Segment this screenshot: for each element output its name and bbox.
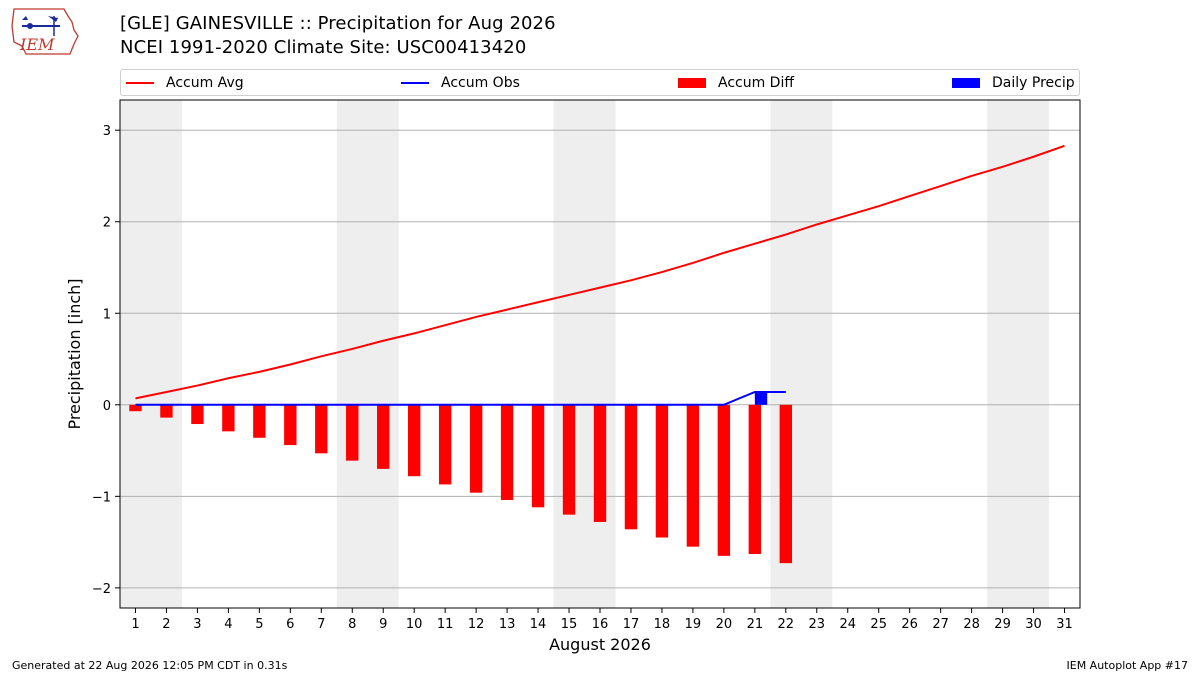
x-tick-label: 4: [224, 617, 232, 632]
x-tick-label: 19: [685, 617, 702, 632]
generated-note: Generated at 22 Aug 2026 12:05 PM CDT in…: [12, 659, 288, 672]
x-tick-label: 21: [747, 617, 764, 632]
legend-accum-avg: Accum Avg: [126, 74, 244, 91]
legend-label-daily-precip: Daily Precip: [992, 74, 1075, 91]
y-tick-label: −2: [92, 582, 111, 597]
accum-diff-bar: [655, 404, 669, 538]
y-tick-label: 3: [103, 124, 111, 139]
app-credit: IEM Autoplot App #17: [1066, 659, 1189, 672]
accum-diff-bar: [284, 404, 297, 446]
x-tick-label: 17: [623, 617, 640, 632]
legend-label-accum-obs: Accum Obs: [441, 74, 520, 91]
x-tick-label: 23: [809, 617, 826, 632]
daily-precip-bar: [754, 391, 768, 405]
accum-diff-bar: [686, 404, 700, 547]
x-tick-label: 13: [499, 617, 516, 632]
x-tick-label: 3: [193, 617, 201, 632]
accum-diff-bar: [129, 404, 142, 412]
x-tick-label: 20: [716, 617, 733, 632]
accum-diff-bar: [408, 404, 421, 477]
logo-text: IEM: [19, 35, 55, 54]
y-tick-label: 0: [103, 399, 111, 414]
legend-label-accum-diff: Accum Diff: [718, 74, 795, 91]
accum-diff-bar: [531, 404, 545, 508]
legend-swatch-accum-avg: [126, 81, 154, 84]
x-tick-label: 27: [932, 617, 949, 632]
weekend-shade: [987, 100, 1050, 608]
x-tick-label: 26: [901, 617, 918, 632]
accum-diff-bar: [562, 404, 576, 515]
x-tick-label: 11: [437, 617, 454, 632]
legend-swatch-daily-precip: [952, 77, 980, 88]
accum-avg-line: [135, 144, 1065, 400]
x-tick-label: 30: [1025, 617, 1042, 632]
accum-diff-bar: [469, 404, 483, 493]
accum-diff-bar: [377, 404, 390, 469]
legend-daily-precip: Daily Precip: [952, 74, 1075, 91]
accum-diff-bar: [346, 404, 359, 461]
x-tick-label: 28: [963, 617, 980, 632]
chart-title: [GLE] GAINESVILLE :: Precipitation for A…: [120, 13, 556, 34]
chart-subtitle: NCEI 1991-2020 Climate Site: USC00413420: [120, 37, 527, 58]
legend-label-accum-avg: Accum Avg: [166, 74, 244, 91]
accum-diff-bar: [438, 404, 452, 485]
x-tick-label: 9: [379, 617, 387, 632]
accum-diff-bar: [500, 404, 514, 500]
chart-legend: Accum Avg Accum Obs Accum Diff Daily Pre…: [120, 69, 1080, 96]
legend-swatch-accum-obs: [401, 81, 429, 84]
accum-diff-bar: [160, 404, 173, 418]
accum-diff-bar: [748, 404, 762, 554]
x-tick-label: 5: [255, 617, 263, 632]
x-axis-label: August 2026: [549, 635, 651, 654]
accum-obs-line: [135, 390, 786, 406]
iem-logo: IEM: [11, 8, 79, 55]
accum-diff-bar: [222, 404, 235, 432]
accum-diff-bar: [253, 404, 266, 438]
y-tick-label: −1: [92, 490, 111, 505]
accum-diff-bar: [593, 404, 607, 522]
x-tick-label: 7: [317, 617, 325, 632]
legend-accum-obs: Accum Obs: [401, 74, 520, 91]
x-tick-label: 1: [131, 617, 139, 632]
weekend-shade: [553, 100, 616, 608]
weekend-shade: [336, 100, 399, 608]
x-tick-label: 10: [406, 617, 423, 632]
legend-accum-diff: Accum Diff: [678, 74, 794, 91]
x-tick-label: 16: [592, 617, 609, 632]
x-tick-label: 22: [778, 617, 795, 632]
x-tick-label: 8: [348, 617, 356, 632]
x-tick-label: 18: [654, 617, 671, 632]
x-tick-label: 2: [162, 617, 170, 632]
accum-diff-bar: [315, 404, 328, 454]
x-tick-label: 12: [468, 617, 485, 632]
y-axis-label: Precipitation [inch]: [65, 278, 84, 429]
plot-frame: [119, 99, 1081, 609]
y-tick-label: 1: [103, 307, 111, 322]
accum-diff-bar: [191, 404, 204, 425]
x-tick-label: 29: [994, 617, 1011, 632]
accum-diff-bar: [624, 404, 638, 530]
x-tick-label: 6: [286, 617, 294, 632]
y-tick-label: 2: [103, 216, 111, 231]
x-tick-label: 14: [530, 617, 547, 632]
accum-diff-bar: [779, 404, 792, 564]
x-tick-label: 31: [1056, 617, 1073, 632]
legend-swatch-accum-diff: [678, 77, 706, 88]
x-tick-label: 15: [561, 617, 578, 632]
accum-diff-bar: [717, 404, 731, 556]
weekend-shade: [120, 100, 182, 608]
x-tick-label: 25: [870, 617, 887, 632]
x-tick-label: 24: [839, 617, 856, 632]
